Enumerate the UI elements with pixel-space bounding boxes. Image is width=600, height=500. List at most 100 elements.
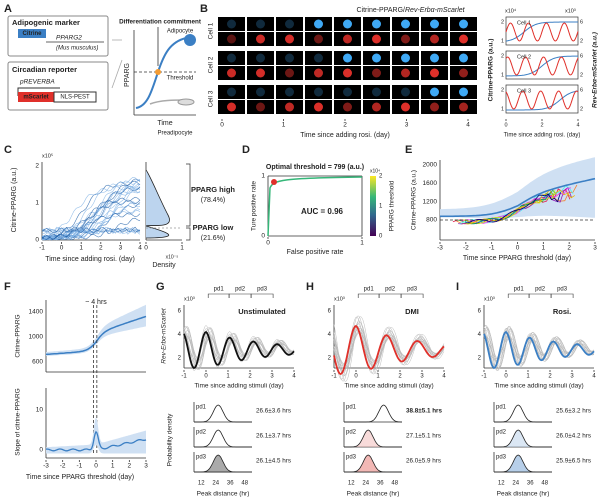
y-tick-label: 2 [501,19,504,25]
image-frame [247,51,274,65]
y-tick-label: 6 [478,309,482,315]
x-tick-label: 4 [138,245,142,252]
image-frame [218,85,245,99]
trace [41,217,141,241]
box [53,91,97,103]
label: Rev-Erbα-mScarlet [161,307,168,364]
trace [333,321,445,376]
cell-blob [285,19,294,29]
optimal-dot [271,179,277,185]
cell-blob [401,87,410,97]
y-tick-label: 6 [580,19,583,25]
x-tick-label: 12 [198,481,205,487]
cell-blob [372,34,381,44]
y-tick-label: 2 [478,356,482,362]
y-tick-label: 0 [261,233,265,240]
label: pd1 [196,405,207,411]
panel-label: B [200,3,208,15]
label: Cell 1 [208,22,215,39]
label: pd3 [196,455,207,461]
label: x10⁴ [505,7,517,14]
cell-blob [285,68,294,78]
label: pd2 [535,287,546,293]
x-tick-label: 1 [526,374,530,380]
density-curve [194,454,252,473]
cell-blob [314,68,323,78]
label: Adipocyte [167,29,194,35]
x-tick-label: -1 [489,245,495,252]
label: Circadian reporter [12,65,77,74]
period-bracket [550,293,574,298]
x-tick-label: 2 [248,374,252,380]
trace [183,329,295,367]
label: pREVERBA [19,79,55,86]
period-bracket [528,293,552,298]
x-tick-label: 0 [204,374,208,380]
label: Unstimulated [238,307,286,316]
label: Optimal threshold = 799 (a.u.) [266,164,364,171]
period-bracket [207,293,230,298]
cell-blob [256,87,265,97]
y-tick-label: 2 [580,106,583,112]
label: Rosi. [553,307,571,316]
trace [333,316,445,382]
x-tick-label: 0 [60,245,64,252]
x-tick-label: -1 [39,245,45,252]
label: Time since PPARG threshold (day) [26,474,134,481]
y-tick-label: 1 [35,200,39,207]
label: pd1 [364,287,375,293]
cell-blob [430,34,439,44]
y-tick-label: 1200 [423,198,438,205]
line [111,59,123,89]
label: Time [157,120,172,127]
trace [483,327,595,369]
x-tick-label: 24 [362,481,369,487]
mean-curve [183,330,295,370]
cell-blob [343,102,352,112]
label: 26.1±3.7 hrs [256,433,291,440]
box [505,84,579,114]
period-bracket [400,293,424,298]
y-tick-label: 6 [580,53,583,59]
cell-blob [343,34,352,44]
panel-label: C [4,144,12,156]
x-tick-label: 3 [593,245,597,252]
cell-blob [285,34,294,44]
image-frame [392,85,419,99]
y-tick-label: 4 [178,332,182,338]
x-tick-label: -1 [181,374,187,380]
x-tick-label: 24 [512,481,519,487]
trace [41,226,140,235]
cell-blob [430,102,439,112]
label: Citrine [22,31,42,37]
cell-blob [256,19,265,29]
y-tick-label: 800 [426,217,437,224]
trace [41,190,141,241]
cell-blob [227,102,236,112]
image-frame [247,85,274,99]
y-tick-label: 4 [478,332,482,338]
density-curve [194,404,252,423]
cell-blob [401,53,410,63]
label: x10³ [184,296,195,302]
image-frame [276,66,303,80]
band [440,157,595,219]
y-tick-label: 1400 [29,309,44,316]
curve [506,90,579,111]
label: 25.6±3.2 hrs [556,408,591,415]
y-tick-label: 1 [501,38,504,44]
x-tick-label: 1 [542,245,546,252]
label: Cell 3 [517,88,531,94]
label: 26.0±5.9 hrs [406,458,441,465]
y-tick-label: 10 [36,407,44,414]
period-bracket [228,293,252,298]
x-tick-label: 0 [516,245,520,252]
image-frame [276,17,303,31]
x-tick-label: -1 [76,463,82,470]
label: pd2 [196,430,207,436]
cell-blob [314,102,323,112]
cell-blob [372,19,381,29]
cell-blob [459,87,468,97]
label: Time since adding rosi. (day) [45,256,135,263]
density-curve [494,454,552,473]
